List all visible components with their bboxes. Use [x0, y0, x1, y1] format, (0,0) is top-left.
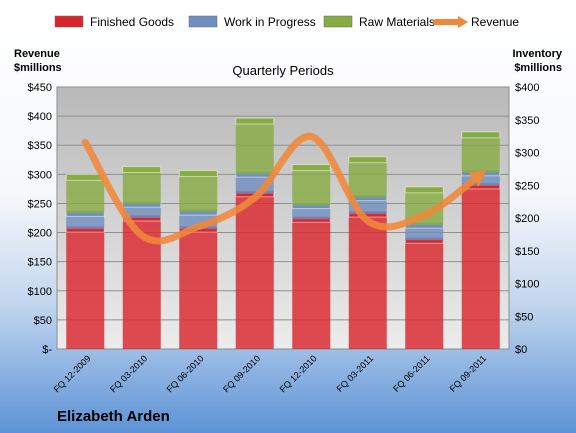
right-tick-label: $400 [515, 82, 539, 94]
bar-segment-top [235, 117, 275, 125]
left-tick-label: $300 [28, 169, 52, 181]
bar-segment [179, 173, 218, 213]
revenue-arrowhead [468, 170, 487, 187]
bar-segment [235, 121, 274, 175]
legend-label: Revenue [471, 15, 519, 29]
legend: Finished Goods Work in Progress Raw Materi… [54, 15, 519, 29]
right-tick-label: $100 [515, 279, 539, 291]
left-tick-label: $- [42, 344, 52, 356]
left-tick-label: $450 [28, 82, 52, 94]
right-tick-label: $200 [515, 213, 539, 225]
bar-segment [122, 169, 161, 205]
x-tick-label: FQ 12-2009 [52, 353, 93, 394]
legend-swatch [188, 15, 218, 28]
bar-segment [348, 214, 387, 349]
revenue-line-path [81, 132, 485, 245]
left-tick-label: $200 [28, 228, 52, 240]
legend-arrow-swatch [458, 16, 468, 28]
right-tick-label: $250 [515, 180, 539, 192]
left-axis-label-line2: $millions [14, 62, 62, 74]
left-tick-label: $400 [28, 111, 52, 123]
bar-segment-top [178, 169, 218, 177]
bar-segment [235, 193, 274, 349]
bar-segment [292, 167, 331, 206]
legend-label: Work in Progress [224, 15, 316, 29]
chart-title: Quarterly Periods [232, 63, 334, 78]
x-tick-label: FQ 03-2011 [335, 353, 376, 394]
bar-segment [66, 213, 105, 230]
bar-segment-top [65, 173, 105, 181]
bar-segment [348, 159, 387, 198]
left-tick-label: $50 [34, 315, 52, 327]
bar-segment [405, 240, 444, 349]
legend-swatch [323, 15, 353, 28]
bars [65, 117, 501, 349]
bar-segment [292, 219, 331, 349]
bar-segment-top [348, 156, 388, 164]
legend-label: Finished Goods [90, 15, 174, 29]
bar-segment-top [122, 166, 162, 174]
left-axis-label-line1: Revenue [14, 48, 60, 60]
legend-label: Raw Materials [359, 15, 435, 29]
left-tick-label: $100 [28, 286, 52, 298]
bar-segment [66, 177, 105, 214]
bar-segment [461, 134, 500, 173]
bar-segment [179, 229, 218, 349]
company-label: Elizabeth Arden [57, 408, 170, 425]
right-tick-label: $0 [515, 344, 527, 356]
right-axis-label-line1: Inventory [512, 48, 562, 60]
left-tick-label: $150 [28, 257, 52, 269]
bar-segment-top [291, 164, 331, 172]
left-tick-label: $250 [28, 198, 52, 210]
legend-swatch [54, 15, 84, 28]
right-tick-label: $50 [515, 311, 533, 323]
bar-segment-top [461, 131, 501, 139]
bar-segment [405, 225, 444, 241]
right-tick-label: $350 [515, 115, 539, 127]
x-tick-label: FQ 12-2010 [278, 353, 319, 394]
x-tick-label: FQ 06-2011 [391, 353, 432, 394]
x-tick-label: FQ 09-2011 [448, 353, 489, 394]
x-tick-label: FQ 09-2010 [221, 353, 262, 394]
x-tick-label: FQ 06-2010 [165, 353, 206, 394]
bar-segment-top [404, 186, 444, 194]
right-tick-label: $150 [515, 246, 539, 258]
x-tick-label: FQ 03-2010 [108, 353, 149, 394]
revenue-line [81, 132, 487, 245]
right-axis-label-line2: $millions [514, 62, 562, 74]
right-tick-label: $300 [515, 148, 539, 160]
bar-segment [66, 229, 105, 349]
left-tick-label: $350 [28, 140, 52, 152]
bar-segment [461, 185, 500, 349]
